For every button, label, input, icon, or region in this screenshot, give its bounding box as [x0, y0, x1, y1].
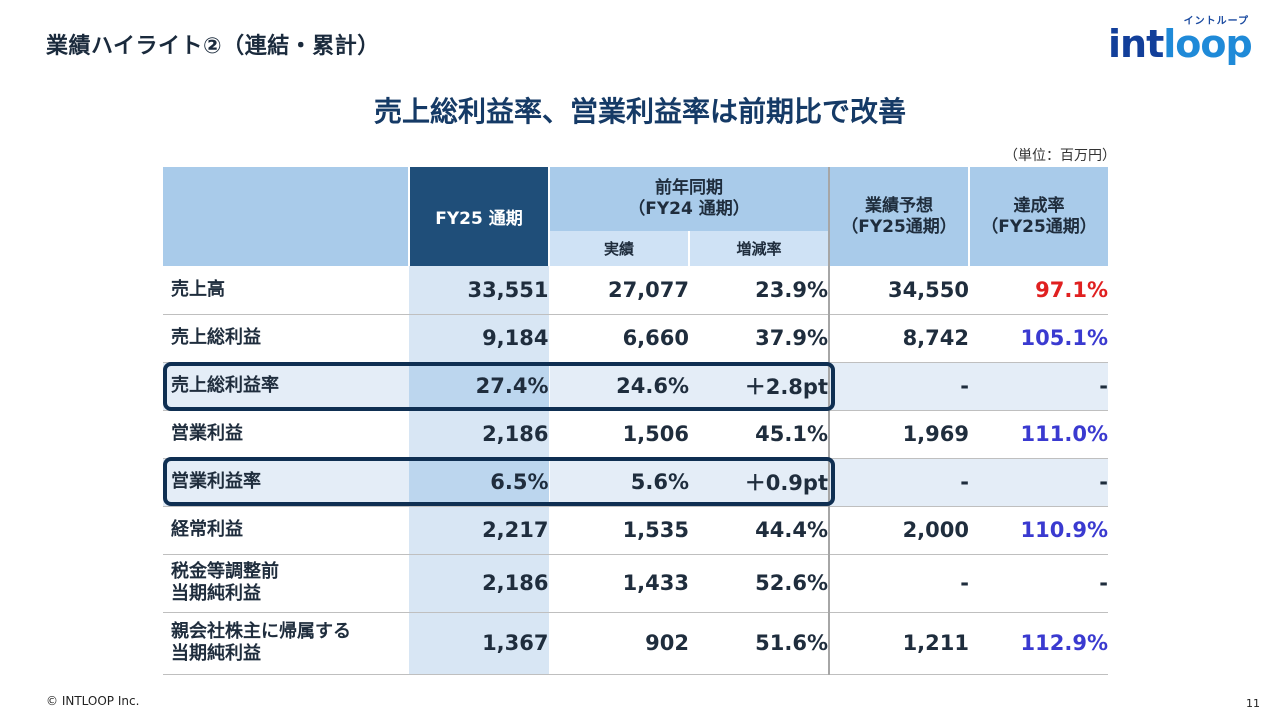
cell-prev-actual: 6,660 — [549, 314, 689, 363]
table-row: 税金等調整前 当期純利益 2,186 1,433 52.6% - - — [163, 554, 1108, 613]
logo-text-int: int — [1108, 22, 1164, 66]
logo-wordmark: intloop — [1108, 22, 1253, 66]
header-fy25: FY25 通期 — [409, 167, 550, 266]
cell-forecast: 8,742 — [829, 314, 969, 363]
row-label: 営業利益 — [163, 410, 409, 459]
table-row: 営業利益 2,186 1,506 45.1% 1,969 111.0% — [163, 410, 1108, 459]
copyright: © INTLOOP Inc. — [46, 694, 140, 708]
cell-forecast: - — [829, 458, 969, 507]
cell-change: 44.4% — [689, 506, 830, 555]
row-label: 税金等調整前 当期純利益 — [163, 554, 409, 613]
page-number: 11 — [1246, 697, 1260, 710]
row-label: 売上高 — [163, 266, 409, 315]
row-label: 親会社株主に帰属する 当期純利益 — [163, 612, 409, 675]
cell-fy25: 2,186 — [409, 554, 550, 613]
logo-text-loop: loop — [1163, 22, 1252, 66]
logo-kana: イントループ — [1183, 16, 1249, 27]
header-prev-sub: （FY24 通期） — [628, 199, 750, 219]
row-label-line1: 売上高 — [171, 278, 225, 300]
row-label: 売上総利益率 — [163, 362, 409, 411]
cell-prev-actual: 902 — [549, 612, 689, 675]
cell-forecast: 34,550 — [829, 266, 969, 315]
header-forecast: 業績予想 （FY25通期） — [829, 167, 970, 266]
header-achievement: 達成率 （FY25通期） — [969, 167, 1108, 266]
cell-prev-actual: 27,077 — [549, 266, 689, 315]
cell-change: ＋2.8pt — [689, 362, 830, 411]
cell-change: 52.6% — [689, 554, 830, 613]
cell-prev-actual: 5.6% — [549, 458, 689, 507]
header-forecast-sub: （FY25通期） — [841, 216, 957, 237]
cell-fy25: 6.5% — [409, 458, 550, 507]
cell-change: 23.9% — [689, 266, 830, 315]
cell-fy25: 33,551 — [409, 266, 550, 315]
cell-achievement: 111.0% — [969, 410, 1108, 459]
table-row: 売上総利益率 27.4% 24.6% ＋2.8pt - - — [163, 362, 1108, 411]
cell-fy25: 2,217 — [409, 506, 550, 555]
header-change: 増減率 — [689, 231, 830, 266]
row-label-line1: 売上総利益率 — [171, 375, 279, 396]
cell-prev-actual: 1,506 — [549, 410, 689, 459]
table-row: 親会社株主に帰属する 当期純利益 1,367 902 51.6% 1,211 112.9% — [163, 612, 1108, 675]
intloop-logo: イントループ intloop — [1108, 12, 1253, 68]
table-row: 売上総利益 9,184 6,660 37.9% 8,742 105.1% — [163, 314, 1108, 363]
cell-achievement: 110.9% — [969, 506, 1108, 555]
table-row: 売上高 33,551 27,077 23.9% 34,550 97.1% — [163, 266, 1108, 315]
cell-forecast: - — [829, 362, 969, 411]
cell-change: 45.1% — [689, 410, 830, 459]
cell-achievement: 105.1% — [969, 314, 1108, 363]
slide-headline: 売上総利益率、営業利益率は前期比で改善 — [373, 95, 906, 128]
performance-table: FY25 通期 前年同期 （FY24 通期） 業績予想 （FY25通期） 達成率… — [163, 167, 1108, 675]
cell-forecast: - — [829, 554, 969, 613]
cell-achievement: - — [969, 362, 1108, 411]
cell-fy25: 1,367 — [409, 612, 550, 675]
cell-forecast: 1,969 — [829, 410, 969, 459]
cell-forecast: 2,000 — [829, 506, 969, 555]
row-label-line2: 当期純利益 — [171, 583, 261, 604]
table-row: 営業利益率 6.5% 5.6% ＋0.9pt - - — [163, 458, 1108, 507]
header-blank — [163, 167, 410, 266]
row-label-line1: 経常利益 — [171, 519, 243, 540]
row-label-line1: 営業利益率 — [171, 471, 261, 492]
header-achievement-label: 達成率 — [1013, 195, 1065, 216]
row-label-line2: 当期純利益 — [171, 643, 261, 664]
header-actual: 実績 — [549, 231, 690, 266]
header-achievement-sub: （FY25通期） — [981, 216, 1097, 237]
header-prev-period: 前年同期 （FY24 通期） — [549, 167, 830, 231]
row-label-line1: 営業利益 — [171, 423, 243, 444]
cell-fy25: 9,184 — [409, 314, 550, 363]
cell-prev-actual: 1,433 — [549, 554, 689, 613]
row-label-line1: 親会社株主に帰属する — [171, 621, 351, 642]
cell-fy25: 2,186 — [409, 410, 550, 459]
cell-change: 37.9% — [689, 314, 830, 363]
slide-title: 業績ハイライト②（連結・累計） — [46, 34, 380, 59]
row-label: 営業利益率 — [163, 458, 409, 507]
cell-change: 51.6% — [689, 612, 830, 675]
highlight-gross-margin — [163, 362, 835, 411]
row-label-line1: 税金等調整前 — [171, 561, 279, 582]
cell-achievement: - — [969, 554, 1108, 613]
cell-change: ＋0.9pt — [689, 458, 830, 507]
cell-prev-actual: 24.6% — [549, 362, 689, 411]
cell-fy25: 27.4% — [409, 362, 550, 411]
header-forecast-label: 業績予想 — [865, 195, 933, 216]
cell-forecast: 1,211 — [829, 612, 969, 675]
table-row: 経常利益 2,217 1,535 44.4% 2,000 110.9% — [163, 506, 1108, 555]
row-label: 経常利益 — [163, 506, 409, 555]
header-prev-label: 前年同期 — [655, 178, 723, 198]
cell-achievement: 112.9% — [969, 612, 1108, 675]
cell-achievement: - — [969, 458, 1108, 507]
unit-note: （単位：百万円） — [1004, 148, 1116, 164]
cell-achievement: 97.1% — [969, 266, 1108, 315]
cell-prev-actual: 1,535 — [549, 506, 689, 555]
row-label: 売上総利益 — [163, 314, 409, 363]
row-label-line1: 売上総利益 — [171, 327, 261, 348]
highlight-operating-margin — [163, 457, 835, 506]
